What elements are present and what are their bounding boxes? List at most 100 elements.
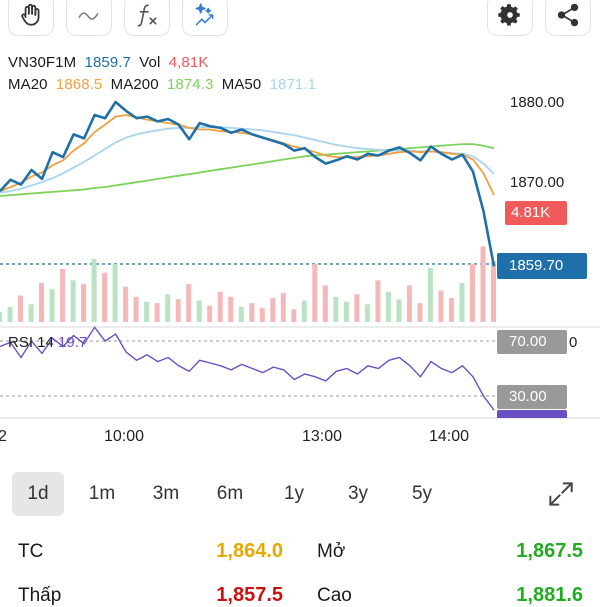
volume-tag: 4.81K: [505, 201, 567, 225]
volume-bar: [228, 296, 234, 322]
volume-bar: [259, 308, 265, 322]
settings-button[interactable]: [487, 0, 533, 36]
volume-bar: [480, 246, 486, 322]
volume-bar: [396, 299, 402, 322]
volume-bar: [133, 296, 139, 322]
volume-bar: [207, 305, 213, 322]
time-tick-1300: 13:00: [302, 428, 343, 445]
volume-bar: [385, 291, 391, 322]
legend-ma50-label: MA50: [221, 76, 262, 93]
volume-bars: [0, 246, 496, 322]
volume-bar: [291, 309, 297, 322]
current-price-tag: 1859.70: [497, 253, 587, 279]
range-tab-3m[interactable]: 3m: [152, 483, 180, 504]
stat-thap-value: 1,857.5: [216, 584, 283, 606]
volume-bar: [165, 294, 171, 322]
legend-ma50-value: 1871.1: [269, 76, 317, 93]
range-tab-6m[interactable]: 6m: [216, 483, 244, 504]
volume-bar: [238, 306, 244, 322]
stat-cao-value: 1,881.6: [516, 584, 583, 606]
stat-tc-value: 1,864.0: [216, 540, 283, 562]
legend-ma200-value: 1874.3: [166, 76, 214, 93]
rsi-level-30-tag: 30.00: [497, 385, 567, 409]
legend-vol-value: 4,81K: [168, 54, 209, 71]
volume-bar: [364, 304, 370, 322]
volume-bar: [70, 280, 76, 322]
volume-bar: [301, 300, 307, 322]
time-tick-1400: 14:00: [429, 428, 470, 445]
volume-bar: [28, 304, 34, 322]
legend-ma200-label: MA200: [110, 76, 159, 93]
price-tick-1880: 1880.00: [510, 94, 565, 111]
volume-bar: [249, 303, 255, 322]
volume-bar: [7, 306, 13, 322]
price-chart[interactable]: [0, 0, 600, 460]
volume-bar: [186, 284, 192, 322]
price-tick-1870: 1870.00: [510, 174, 565, 191]
volume-bar: [144, 301, 150, 322]
rsi-label: RSI 14 19.7: [8, 334, 87, 351]
volume-bar: [112, 264, 118, 322]
line-draw-button[interactable]: [66, 0, 112, 36]
share-icon: [557, 3, 579, 27]
rsi-cut-label: 0: [569, 334, 578, 351]
rsi-line: [0, 326, 495, 411]
range-tab-3y[interactable]: 3y: [347, 483, 369, 504]
price-line: [0, 100, 496, 267]
stat-thap-label: Thấp: [18, 585, 62, 606]
legend-vol-label: Vol: [139, 54, 161, 71]
volume-bar: [81, 284, 87, 322]
time-tick-edge: 2: [0, 428, 7, 445]
volume-bar: [312, 264, 318, 322]
line-draw-icon: [78, 12, 99, 20]
range-tab-1y[interactable]: 1y: [283, 483, 305, 504]
range-tab-1d[interactable]: 1d: [12, 472, 64, 516]
function-button[interactable]: [124, 0, 170, 36]
legend-row-2: MA20 1868.5 MA200 1874.3 MA50 1871.1: [8, 76, 320, 93]
volume-bar: [154, 303, 160, 322]
hand-pan-button[interactable]: [8, 0, 54, 36]
legend-row-1: VN30F1M 1859.7 Vol 4,81K: [8, 54, 212, 71]
volume-bar: [354, 294, 360, 322]
volume-bar: [18, 295, 23, 322]
volume-bar: [470, 264, 475, 322]
volume-bar: [270, 298, 276, 322]
ma20-line: [0, 114, 495, 196]
volume-bar: [196, 300, 202, 322]
volume-bar: [491, 261, 496, 322]
legend-ma20-value: 1868.5: [55, 76, 103, 93]
volume-bar: [49, 289, 55, 322]
volume-bar: [427, 267, 433, 322]
rsi-value: 19.7: [58, 334, 88, 351]
expand-icon: [549, 482, 573, 506]
volume-bar: [175, 299, 181, 322]
range-tabs: 1d 1m 3m 6m 1y 3y 5y: [12, 470, 582, 516]
rsi-label-text: RSI 14: [8, 334, 54, 351]
fullscreen-button[interactable]: [545, 478, 577, 510]
volume-bar: [333, 296, 339, 322]
legend-symbol: VN30F1M: [8, 54, 77, 71]
rsi-current-tag: [497, 410, 567, 418]
sparkle-chart-icon: [195, 3, 214, 26]
stat-cao-label: Cao: [317, 585, 352, 606]
stat-tc-label: TC: [18, 541, 44, 562]
volume-bar: [217, 291, 223, 322]
volume-bar: [102, 272, 108, 322]
volume-bar: [343, 301, 349, 322]
rsi-level-70-tag: 70.00: [497, 330, 567, 354]
volume-bar: [449, 298, 454, 322]
share-button[interactable]: [545, 0, 591, 36]
volume-bar: [91, 258, 97, 322]
volume-bar: [123, 286, 129, 322]
volume-bar: [280, 293, 286, 322]
ai-indicator-button[interactable]: [182, 0, 228, 36]
range-tab-1m[interactable]: 1m: [88, 483, 116, 504]
range-tab-5y[interactable]: 5y: [411, 483, 433, 504]
gear-icon: [498, 4, 520, 26]
ma200-line: [0, 143, 495, 197]
legend-price: 1859.7: [84, 54, 131, 71]
legend-ma20-label: MA20: [8, 76, 48, 93]
time-tick-1000: 10:00: [104, 428, 145, 445]
volume-bar: [322, 285, 328, 322]
stat-mo-label: Mở: [317, 541, 346, 562]
